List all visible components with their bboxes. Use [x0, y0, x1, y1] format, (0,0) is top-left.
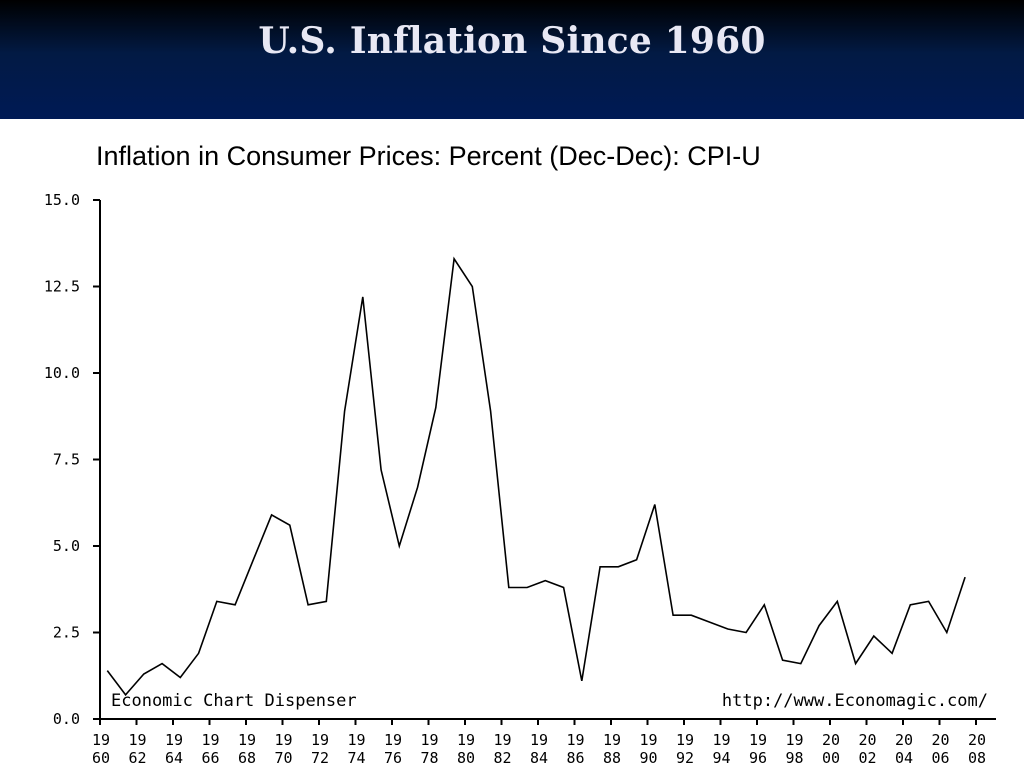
x-tick-label-bottom: 66: [201, 749, 219, 767]
x-tick-label-bottom: 68: [238, 749, 256, 767]
x-tick-label-top: 19: [165, 731, 183, 749]
chart-title: Inflation in Consumer Prices: Percent (D…: [96, 141, 761, 171]
y-tick-label: 7.5: [53, 451, 80, 469]
x-tick-label-top: 19: [128, 731, 146, 749]
series-layer: [106, 256, 966, 697]
x-tick-label-top: 19: [566, 731, 584, 749]
x-tick-label-bottom: 06: [931, 749, 949, 767]
x-tick-label-bottom: 80: [457, 749, 475, 767]
cpi-inflation-line: [106, 256, 966, 697]
x-tick-label-bottom: 84: [530, 749, 548, 767]
x-tick-label-top: 19: [749, 731, 767, 749]
source-url: http://www.Economagic.com/: [722, 691, 988, 711]
x-tick-label-top: 19: [530, 731, 548, 749]
x-tick-label-bottom: 04: [895, 749, 913, 767]
x-tick-label-bottom: 90: [639, 749, 657, 767]
x-tick-label-bottom: 96: [749, 749, 767, 767]
x-tick-label-bottom: 00: [822, 749, 840, 767]
x-tick-label-top: 19: [676, 731, 694, 749]
x-tick-label-top: 19: [785, 731, 803, 749]
title-banner: [0, 0, 1024, 119]
x-tick-label-bottom: 74: [347, 749, 365, 767]
x-tick-label-bottom: 76: [384, 749, 402, 767]
source-label-left: Economic Chart Dispenser: [111, 691, 357, 711]
x-tick-label-bottom: 08: [968, 749, 986, 767]
axes: [99, 200, 996, 720]
x-tick-label-top: 19: [274, 731, 292, 749]
y-tick-label: 10.0: [44, 364, 80, 382]
x-tick-label-top: 19: [384, 731, 402, 749]
y-tick-label: 0.0: [53, 710, 80, 728]
x-tick-label-top: 19: [201, 731, 219, 749]
x-tick-label-bottom: 86: [566, 749, 584, 767]
x-tick-label-bottom: 02: [858, 749, 876, 767]
x-tick-label-top: 19: [639, 731, 657, 749]
x-tick-label-bottom: 98: [785, 749, 803, 767]
x-tick-label-top: 19: [603, 731, 621, 749]
x-tick-label-top: 19: [238, 731, 256, 749]
x-tick-label-bottom: 82: [493, 749, 511, 767]
x-tick-label-bottom: 92: [676, 749, 694, 767]
y-tick-label: 12.5: [44, 278, 80, 296]
x-tick-label-bottom: 78: [420, 749, 438, 767]
x-tick-label-top: 19: [457, 731, 475, 749]
y-tick-label: 15.0: [44, 191, 80, 209]
x-tick-label-top: 20: [968, 731, 986, 749]
x-tick-label-top: 20: [858, 731, 876, 749]
x-tick-label-bottom: 60: [92, 749, 110, 767]
y-axis-ticks: 0.0 2.5 5.0 7.5 10.0 12.5 15.0: [44, 191, 100, 728]
x-axis-ticks: 1960196219641966196819701972197419761978…: [92, 719, 986, 767]
x-tick-label-top: 19: [712, 731, 730, 749]
x-tick-label-bottom: 94: [712, 749, 730, 767]
x-tick-label-top: 20: [895, 731, 913, 749]
x-tick-label-bottom: 72: [311, 749, 329, 767]
x-tick-label-top: 20: [822, 731, 840, 749]
x-tick-label-bottom: 62: [128, 749, 146, 767]
slide-title: U.S. Inflation Since 1960: [258, 20, 766, 62]
x-tick-label-bottom: 70: [274, 749, 292, 767]
x-tick-label-top: 19: [311, 731, 329, 749]
x-tick-label-top: 19: [420, 731, 438, 749]
y-tick-label: 2.5: [53, 624, 80, 642]
inflation-chart: Inflation in Consumer Prices: Percent (D…: [44, 141, 996, 767]
x-tick-label-bottom: 64: [165, 749, 183, 767]
x-tick-label-top: 19: [92, 731, 110, 749]
x-tick-label-top: 19: [347, 731, 365, 749]
y-tick-label: 5.0: [53, 537, 80, 555]
x-tick-label-top: 20: [931, 731, 949, 749]
x-tick-label-top: 19: [493, 731, 511, 749]
x-tick-label-bottom: 88: [603, 749, 621, 767]
